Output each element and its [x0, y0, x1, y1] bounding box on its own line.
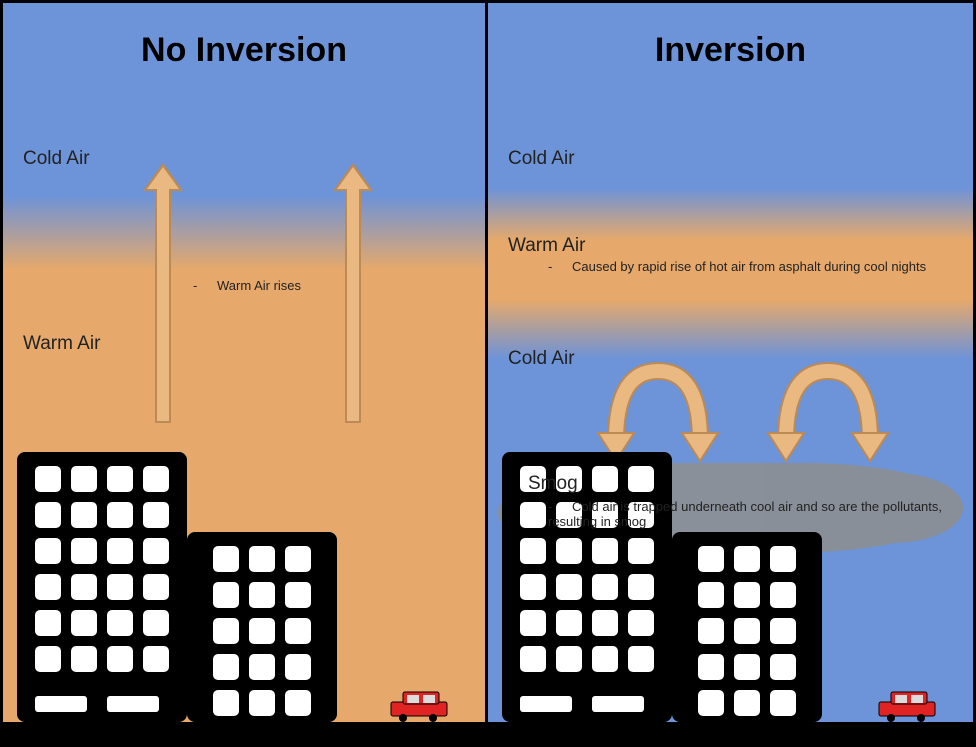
title-right: Inversion: [488, 31, 973, 70]
ground: [3, 722, 485, 744]
note-warm-cause: Caused by rapid rise of hot air from asp…: [548, 259, 948, 274]
ground: [488, 722, 973, 744]
car-icon: [389, 690, 449, 722]
curve-arrow-icon: [578, 353, 728, 463]
label-warm-air-left: Warm Air: [23, 333, 100, 355]
diagram-container: No Inversion Cold Air Warm Air Warm Air …: [0, 0, 976, 747]
car-icon: [877, 690, 937, 722]
note-warm-rises: Warm Air rises: [193, 278, 301, 293]
curve-arrow-icon: [748, 353, 898, 463]
label-warm-air-right: Warm Air: [508, 235, 585, 257]
label-cold-air-top: Cold Air: [508, 148, 575, 170]
label-smog-block: Smog Cold air is trapped underneath cool…: [528, 473, 948, 529]
label-smog: Smog: [528, 473, 948, 495]
panel-no-inversion: No Inversion Cold Air Warm Air Warm Air …: [3, 3, 488, 744]
title-left: No Inversion: [3, 31, 485, 70]
arrow-up-icon: [333, 163, 373, 423]
label-cold-air-left: Cold Air: [23, 148, 90, 170]
note-smog: Cold air is trapped underneath cool air …: [548, 499, 948, 529]
arrow-up-icon: [143, 163, 183, 423]
label-cold-air-bottom: Cold Air: [508, 348, 575, 370]
buildings-icon: [17, 452, 337, 722]
panel-inversion: Inversion Cold Air Warm Air Caused by ra…: [488, 3, 973, 744]
